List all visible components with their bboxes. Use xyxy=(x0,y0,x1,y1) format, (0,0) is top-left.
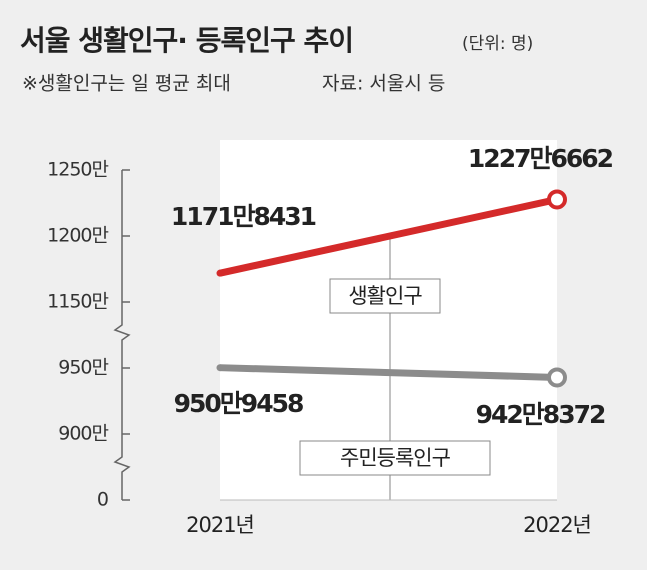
y-tick-label: 1150만 xyxy=(47,291,108,313)
data-label: 1171만8431 xyxy=(171,202,316,231)
point-marker xyxy=(547,367,567,388)
y-tick-label: 1250만 xyxy=(47,159,108,181)
y-tick-label: 950만 xyxy=(58,357,108,379)
unit: (단위: 명) xyxy=(462,34,533,54)
data-label: 1227만6662 xyxy=(468,144,613,173)
y-tick-label: 900만 xyxy=(58,423,108,445)
legend-box xyxy=(329,278,441,314)
plot-area xyxy=(220,140,557,500)
point-marker xyxy=(216,269,224,277)
chart-title: 서울 생활인구· 등록인구 추이 xyxy=(20,24,353,57)
x-tick-label: 2021년 xyxy=(186,513,254,537)
legend-label: 주민등록인구 xyxy=(340,446,451,470)
series-line xyxy=(219,196,558,277)
point-marker xyxy=(216,364,224,372)
legend-label: 생활인구 xyxy=(348,284,422,308)
data-label: 942만8372 xyxy=(476,400,605,429)
data-label: 950만9458 xyxy=(174,389,303,418)
x-tick-label: 2022년 xyxy=(523,513,591,537)
series-line xyxy=(219,364,558,381)
point-marker xyxy=(547,189,567,210)
legend-box xyxy=(299,440,491,476)
y-tick-label: 0 xyxy=(97,489,108,511)
source: 자료: 서울시 등 xyxy=(322,73,445,95)
y-axis xyxy=(113,170,131,500)
subtitle: ※생활인구는 일 평균 최대 xyxy=(22,73,231,95)
y-tick-label: 1200만 xyxy=(47,225,108,247)
